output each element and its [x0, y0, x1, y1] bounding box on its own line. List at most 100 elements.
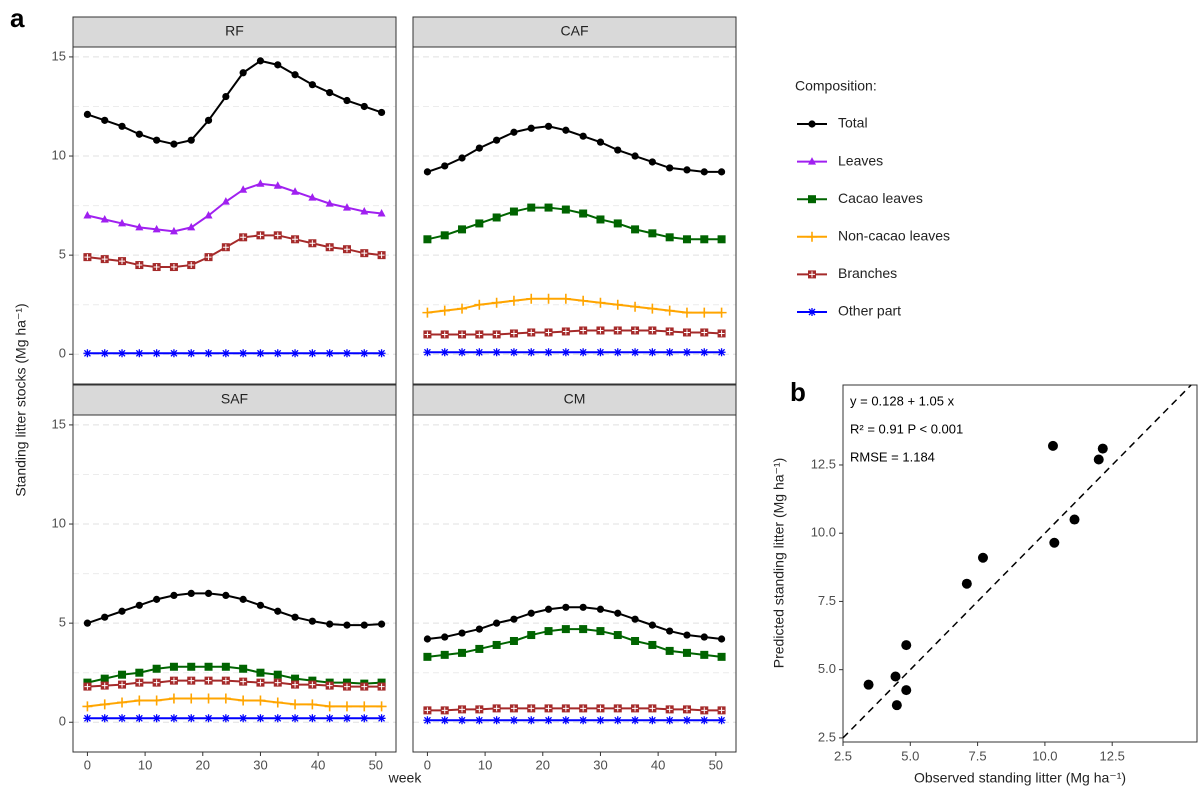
- marker: [169, 714, 178, 723]
- marker: [170, 591, 178, 599]
- marker: [596, 326, 605, 335]
- marker: [596, 716, 605, 725]
- marker-cross: [424, 707, 431, 714]
- marker: [134, 695, 145, 706]
- marker: [681, 307, 692, 318]
- annotation: R² = 0.91 P < 0.001: [850, 421, 963, 436]
- marker: [613, 631, 622, 640]
- marker: [544, 203, 553, 212]
- marker: [666, 164, 674, 172]
- marker: [118, 670, 127, 679]
- marker-cross: [701, 707, 708, 714]
- marker: [291, 674, 300, 683]
- y-tick-label: 15: [52, 48, 66, 63]
- marker: [169, 349, 178, 358]
- marker: [440, 330, 449, 339]
- marker: [682, 328, 691, 337]
- marker: [561, 704, 570, 713]
- marker: [100, 681, 109, 690]
- x-tick-label: 10: [138, 757, 152, 772]
- marker-cross: [119, 258, 126, 265]
- marker-cross: [683, 329, 690, 336]
- marker: [169, 226, 178, 235]
- marker: [204, 714, 213, 723]
- marker: [203, 693, 214, 704]
- marker: [579, 209, 588, 218]
- marker: [291, 680, 300, 689]
- marker: [458, 716, 467, 725]
- marker: [700, 706, 709, 715]
- marker: [204, 589, 213, 598]
- marker: [475, 219, 484, 228]
- marker: [135, 714, 144, 723]
- marker: [475, 330, 484, 339]
- marker: [239, 349, 248, 358]
- marker: [118, 714, 127, 723]
- marker: [579, 348, 588, 357]
- marker: [135, 668, 144, 677]
- marker: [491, 297, 502, 308]
- marker: [561, 348, 570, 357]
- plot-area: [73, 415, 396, 752]
- marker: [613, 219, 622, 228]
- marker: [717, 652, 726, 661]
- marker: [579, 704, 588, 713]
- marker-cross: [528, 329, 535, 336]
- marker: [256, 668, 265, 677]
- marker: [239, 714, 248, 723]
- y-tick-label: 0: [59, 714, 66, 729]
- marker: [307, 699, 318, 710]
- marker: [377, 682, 386, 691]
- x-tick-label: 12.5: [1100, 748, 1125, 763]
- marker: [561, 327, 570, 336]
- marker: [118, 122, 126, 130]
- marker: [238, 695, 249, 706]
- marker: [221, 714, 230, 723]
- marker: [101, 116, 109, 124]
- marker: [153, 595, 161, 603]
- y-tick-label: 2.5: [818, 729, 836, 744]
- marker: [273, 181, 282, 189]
- marker: [717, 168, 726, 176]
- y-tick-label: 12.5: [811, 456, 836, 471]
- marker: [187, 349, 196, 358]
- marker: [458, 330, 467, 339]
- point: [901, 685, 912, 696]
- marker-cross: [240, 678, 247, 685]
- marker: [256, 714, 265, 723]
- marker: [648, 704, 657, 713]
- marker-cross: [274, 679, 281, 686]
- marker: [475, 716, 484, 725]
- marker-cross: [170, 264, 177, 271]
- point: [1093, 454, 1104, 465]
- marker: [291, 613, 299, 621]
- strip-title: CM: [564, 391, 586, 407]
- marker-cross: [580, 705, 587, 712]
- marker: [204, 116, 213, 124]
- marker: [377, 349, 386, 358]
- y-tick-label: 10: [52, 515, 66, 530]
- marker: [377, 714, 386, 723]
- marker: [308, 239, 317, 248]
- marker-cross: [476, 331, 483, 338]
- marker: [83, 110, 92, 118]
- marker: [291, 349, 300, 358]
- marker-cross: [292, 236, 299, 243]
- marker: [578, 295, 589, 306]
- marker: [492, 640, 501, 649]
- strip: [72, 16, 397, 48]
- marker: [169, 676, 178, 685]
- marker: [700, 235, 709, 244]
- marker-cross: [597, 705, 604, 712]
- marker: [377, 251, 386, 260]
- marker: [613, 716, 622, 725]
- marker: [562, 126, 570, 134]
- marker: [222, 591, 230, 599]
- marker-cross: [562, 705, 569, 712]
- panel-label: a: [10, 3, 25, 33]
- x-tick-label: 20: [196, 757, 210, 772]
- marker: [135, 349, 144, 358]
- legend-label: Leaves: [838, 152, 883, 168]
- marker: [596, 215, 605, 224]
- marker: [100, 349, 109, 358]
